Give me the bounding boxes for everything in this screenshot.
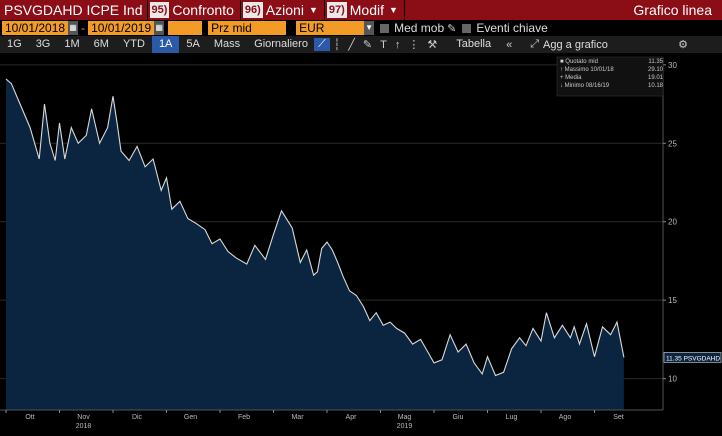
y-tick-label: 25 — [668, 139, 677, 148]
period-toolbar: 1G 3G 1M 6M YTD 1A 5A Mass Giornaliero ⟋… — [0, 36, 722, 53]
trendline-icon[interactable]: ╱ — [348, 39, 355, 51]
actions-button-number: 96) — [242, 2, 263, 18]
series-line — [5, 78, 625, 377]
x-tick-label: Dic — [132, 414, 143, 421]
chevron-down-icon: ▼ — [389, 5, 398, 15]
chart-type-title: Grafico linea — [633, 2, 712, 18]
line-chart-icon[interactable]: ⟋ — [313, 38, 330, 51]
legend-row: ■ Quotato mid 11.35 — [560, 58, 663, 66]
x-tick-label: Giu — [453, 414, 464, 421]
key-events-label: Eventi chiave — [476, 21, 548, 35]
table-button[interactable]: Tabella — [456, 38, 492, 50]
candlestick-icon[interactable]: ┆ — [333, 39, 341, 51]
calendar-icon[interactable]: ▦ — [154, 21, 165, 35]
signal-icon[interactable]: ⋮ — [408, 39, 420, 51]
calendar-icon[interactable]: ▦ — [68, 21, 79, 35]
last-value-box — [663, 352, 722, 363]
legend-row: + Media 19.01 — [560, 74, 663, 82]
top-toolbar: PSVGDAHD ICPE Ind 95) Confronto 96) Azio… — [0, 0, 722, 20]
arrow-up-icon[interactable]: ↑ — [394, 38, 401, 51]
period-3g[interactable]: 3G — [35, 38, 51, 50]
price-field[interactable]: Prz mid — [208, 21, 287, 35]
period-1a[interactable]: 1A — [151, 36, 180, 53]
x-year-label: 2019 — [397, 423, 413, 430]
legend-label: ■ Quotato mid — [560, 59, 598, 65]
x-tick-label: Nov — [77, 414, 90, 421]
y-tick-label: 30 — [668, 61, 677, 70]
period-6m[interactable]: 6M — [93, 38, 109, 50]
x-tick-label: Gen — [184, 414, 197, 421]
y-tick-label: 15 — [668, 296, 677, 305]
pencil-icon[interactable]: ✎ — [447, 22, 457, 35]
legend-row: ↑ Massimo 10/01/18 29.10 — [560, 66, 663, 74]
y-tick-label: 20 — [668, 218, 677, 227]
actions-button[interactable]: 96) Azioni ▼ — [241, 0, 325, 20]
x-tick-label: Ott — [25, 414, 34, 421]
period-1m[interactable]: 1M — [64, 38, 80, 50]
gear-icon[interactable]: ⚙ — [678, 39, 688, 51]
legend-label: ↓ Minimo 08/16/19 — [560, 83, 610, 89]
compare-button-number: 95) — [149, 2, 170, 18]
x-tick-label: Feb — [238, 414, 250, 421]
moving-avg-label: Med mob — [394, 21, 445, 35]
legend-label: ↑ Massimo 10/01/18 — [560, 67, 614, 73]
period-max[interactable]: Mass — [213, 38, 241, 50]
start-date-field[interactable]: 10/01/2018 — [2, 21, 69, 35]
frequency-select[interactable]: Giornaliero — [254, 38, 308, 50]
actions-button-label: Azioni — [265, 2, 304, 18]
end-date-field[interactable]: 10/01/2019 — [88, 21, 155, 35]
text-icon[interactable]: T — [380, 38, 387, 51]
moving-avg-checkbox[interactable] — [380, 23, 390, 33]
chevron-down-icon: ▼ — [308, 5, 318, 15]
x-tick-label: Ago — [559, 414, 572, 421]
x-tick-label: Mar — [291, 414, 304, 421]
tools-icon[interactable]: ⚒ — [427, 39, 438, 51]
add-chart-icon[interactable]: ⤢ — [530, 38, 540, 50]
period-1g[interactable]: 1G — [7, 38, 22, 50]
key-events-checkbox[interactable] — [462, 23, 472, 33]
y-tick-label: 10 — [668, 375, 677, 384]
x-tick-label: Apr — [346, 414, 358, 421]
chevron-down-icon[interactable]: ▼ — [364, 21, 375, 35]
legend-value: 19.01 — [647, 75, 663, 81]
ticker-field[interactable]: PSVGDAHD ICPE Ind — [0, 0, 148, 20]
x-tick-label: Lug — [506, 414, 518, 421]
legend-value: 10.18 — [647, 83, 663, 89]
annotate-icon[interactable]: ✎ — [362, 39, 373, 51]
collapse-icon[interactable]: « — [506, 38, 513, 51]
add-chart-button[interactable]: Agg a grafico — [543, 38, 608, 51]
currency-field[interactable]: EUR — [296, 21, 365, 35]
period-ytd[interactable]: YTD — [122, 38, 145, 50]
edit-button[interactable]: 97) Modif ▼ — [325, 0, 405, 20]
chart-legend: ■ Quotato mid 11.35 ↑ Massimo 10/01/18 29.… — [560, 58, 663, 90]
period-5a[interactable]: 5A — [186, 38, 200, 50]
plot-area: 10 15 20 25 30 Ott Nov Dic Gen Feb Mar Apr Mag Giu Lug… — [0, 56, 722, 430]
legend-label: + Media — [560, 75, 582, 81]
legend-background — [556, 56, 664, 97]
x-year-label: 2018 — [76, 423, 92, 430]
legend-value: 11.35 — [648, 59, 663, 65]
date-separator: - — [81, 21, 86, 35]
edit-button-label: Modif — [349, 2, 384, 18]
blank-field[interactable] — [168, 21, 203, 35]
series-area — [6, 79, 624, 410]
price-chart[interactable]: 10 15 20 25 30 Ott Nov Dic Gen Feb Mar Apr Mag Giu Lug… — [0, 53, 722, 436]
last-value-label: 11.35 PSVGDAHD — [666, 355, 720, 362]
x-tick-label: Mag — [398, 414, 412, 421]
compare-button-label: Confronto — [172, 2, 234, 18]
x-tick-label: Set — [613, 414, 624, 421]
legend-row: ↓ Minimo 08/16/19 10.18 — [560, 82, 663, 90]
legend-value: 29.10 — [647, 67, 663, 73]
parameter-bar: 10/01/2018 ▦ - 10/01/2019 ▦ Prz mid EUR … — [0, 20, 722, 36]
edit-button-number: 97) — [326, 2, 347, 18]
compare-button[interactable]: 95) Confronto — [148, 0, 241, 20]
